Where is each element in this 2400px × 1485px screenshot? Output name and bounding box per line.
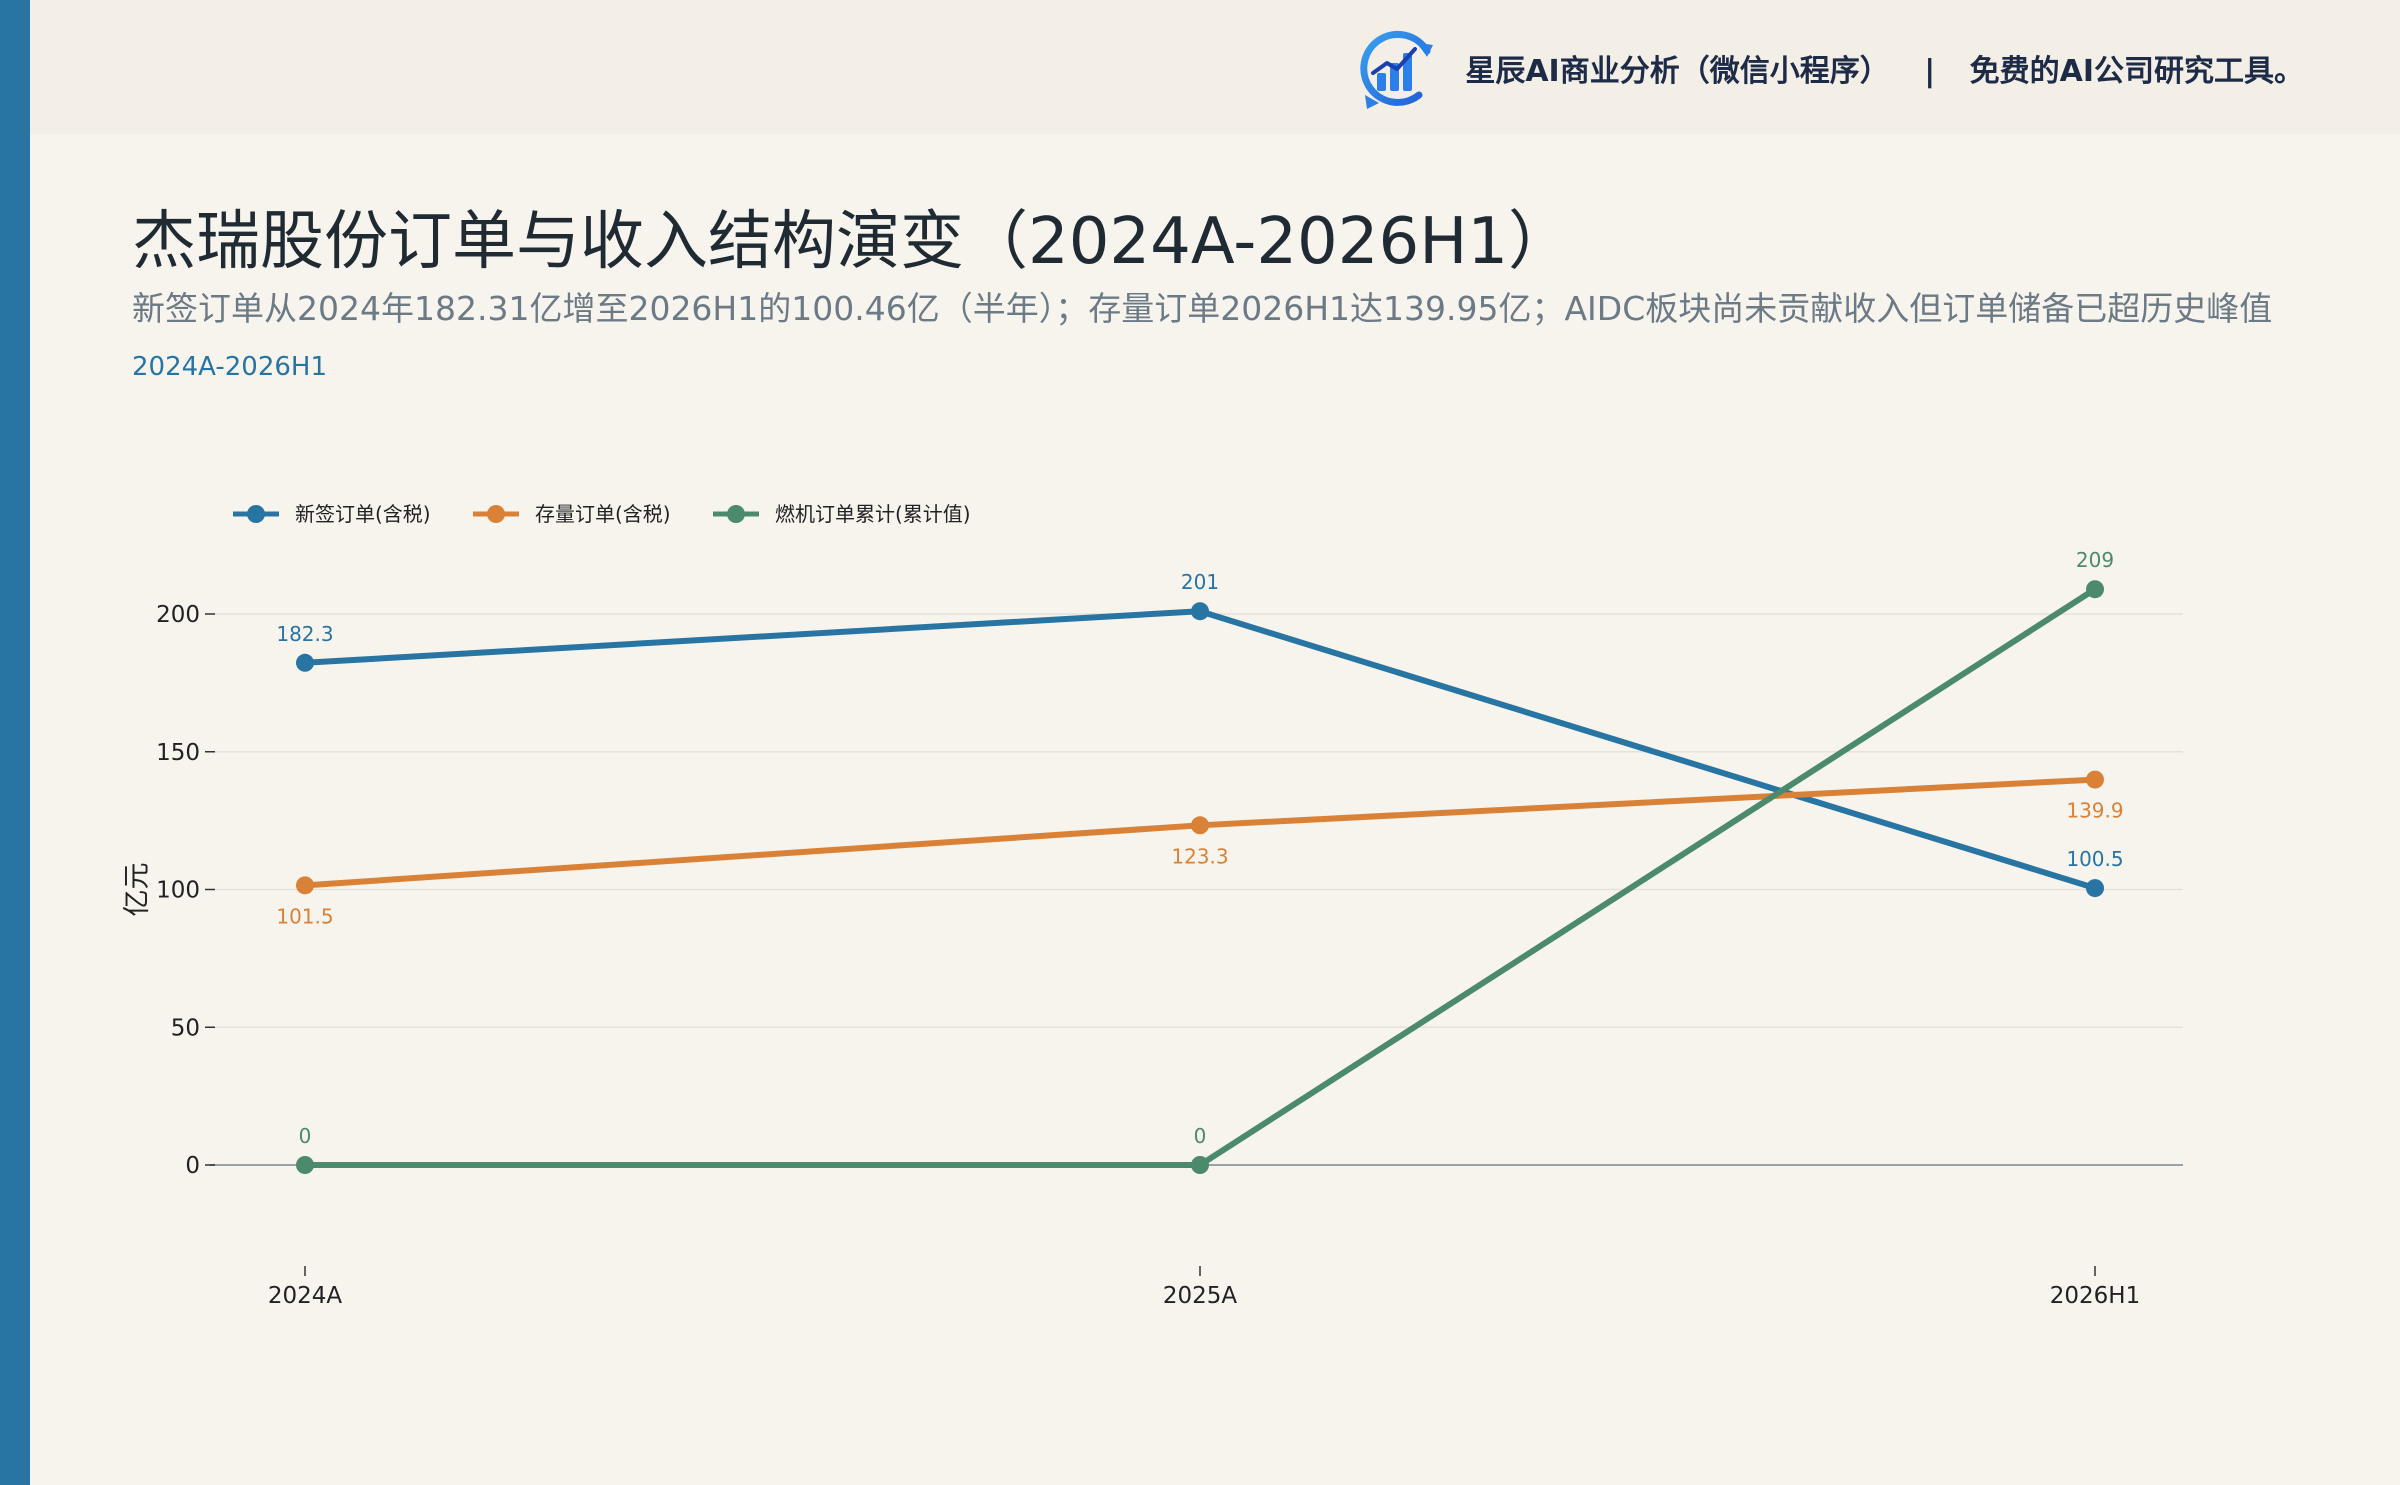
x-tick-label: 2025A — [1163, 1283, 1238, 1309]
y-tick-label: 100 — [156, 878, 200, 904]
legend-label: 新签订单(含税) — [295, 502, 431, 526]
data-point — [296, 1156, 314, 1174]
data-label: 182.3 — [276, 622, 333, 646]
brand: 星辰AI商业分析（微信小程序） | 免费的AI公司研究工具。 — [1357, 22, 2304, 114]
page-title: 杰瑞股份订单与收入结构演变（2024A-2026H1） — [132, 205, 1573, 279]
x-tick-label: 2026H1 — [2050, 1283, 2140, 1309]
rising-bar-chart-icon — [1360, 30, 1434, 109]
x-tick-label: 2024A — [268, 1283, 343, 1309]
brand-text: 星辰AI商业分析（微信小程序） | 免费的AI公司研究工具。 — [1465, 46, 2304, 90]
legend-swatch-marker — [487, 505, 505, 523]
data-point — [296, 653, 314, 672]
series-line — [302, 586, 2098, 1168]
y-tick-label: 200 — [156, 602, 200, 628]
legend-swatch-marker — [247, 505, 265, 523]
left-accent-bar — [0, 0, 30, 1485]
data-point — [2086, 580, 2104, 599]
data-label: 0 — [299, 1124, 312, 1148]
data-point — [296, 876, 314, 895]
data-label: 101.5 — [276, 904, 333, 928]
brand-separator: | — [1924, 54, 1936, 89]
y-tick-label: 150 — [156, 740, 200, 766]
data-label: 0 — [1194, 1124, 1207, 1148]
data-label: 209 — [2076, 548, 2114, 572]
y-tick-label: 50 — [171, 1015, 200, 1041]
y-tick-label: 0 — [185, 1153, 200, 1179]
data-label: 123.3 — [1171, 844, 1228, 868]
data-point — [1191, 816, 1209, 835]
data-point — [1191, 602, 1209, 621]
page-subtitle: 新签订单从2024年182.31亿增至2026H1的100.46亿（半年）；存量… — [132, 289, 2273, 328]
data-point — [1191, 1156, 1209, 1174]
data-point — [2086, 879, 2104, 898]
data-label: 201 — [1181, 570, 1219, 594]
data-label: 139.9 — [2066, 799, 2123, 823]
brand-tagline: 免费的AI公司研究工具。 — [1969, 54, 2304, 89]
data-label: 100.5 — [2066, 847, 2123, 871]
period-label: 2024A-2026H1 — [132, 352, 328, 382]
data-point — [2086, 770, 2104, 789]
legend-label: 存量订单(含税) — [535, 502, 671, 526]
legend-label: 燃机订单累计(累计值) — [775, 502, 971, 526]
brand-name: 星辰AI商业分析（微信小程序） — [1465, 54, 1890, 89]
legend-swatch-marker — [727, 505, 745, 523]
line-chart: 0 50 100 150 200 亿元 2024A 2025A 2026H1 新签订单(含税) 存量… — [122, 502, 2183, 1309]
y-axis-title: 亿元 — [122, 863, 153, 917]
brand-banner: 星辰AI商业分析（微信小程序） | 免费的AI公司研究工具。 — [30, 0, 2400, 134]
